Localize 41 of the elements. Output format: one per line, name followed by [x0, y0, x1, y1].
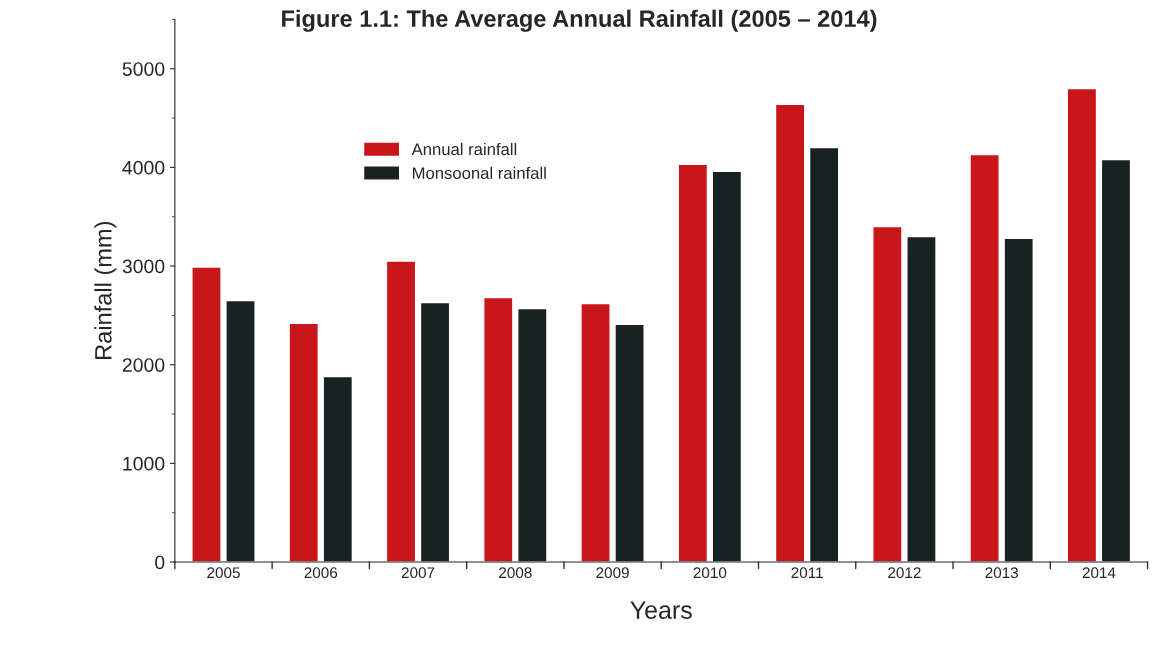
bar [288, 322, 320, 563]
bar [225, 299, 256, 563]
bar [580, 302, 611, 563]
bar [614, 323, 645, 563]
x-tick-label: 2008 [499, 567, 532, 579]
y-tick-label: 3000 [122, 259, 165, 274]
x-tick-label: 2011 [791, 567, 823, 579]
bar [385, 260, 417, 563]
legend-label: Annual rainfall [411, 142, 517, 156]
x-tick-label: 2006 [304, 567, 338, 579]
bar [774, 103, 806, 563]
y-axis-title: Rainfall (mm) [94, 221, 117, 359]
bar [191, 266, 222, 563]
legend-label: Monsoonal rainfall [412, 166, 546, 180]
bar [419, 301, 451, 563]
y-tick-label: 0 [155, 555, 165, 570]
y-tick-label: 2000 [122, 358, 165, 372]
bar [872, 225, 903, 563]
y-tick-label: 4000 [122, 160, 165, 175]
bar [517, 307, 548, 563]
y-tick-label: 5000 [122, 62, 165, 76]
bar [322, 375, 354, 563]
x-tick-label: 2013 [985, 567, 1018, 579]
x-tick-label: 2010 [693, 567, 727, 579]
bar [483, 296, 514, 563]
x-tick-label: 2007 [401, 567, 435, 579]
bar [906, 235, 937, 563]
x-tick-label: 2014 [1082, 567, 1116, 579]
x-axis-title: Years [630, 601, 692, 619]
x-tick-label: 2009 [596, 567, 629, 579]
bar [1100, 158, 1132, 563]
x-tick-label: 2005 [207, 567, 240, 579]
bar [677, 163, 709, 563]
bar [969, 153, 1000, 563]
bar [711, 170, 743, 563]
bar [1003, 237, 1034, 563]
bar [1066, 87, 1098, 563]
chart-title: Figure 1.1: The Average Annual Rainfall (2005 – 2014) [282, 9, 877, 32]
y-tick-label: 1000 [123, 456, 165, 471]
x-tick-label: 2012 [888, 567, 921, 579]
bar [808, 146, 840, 563]
